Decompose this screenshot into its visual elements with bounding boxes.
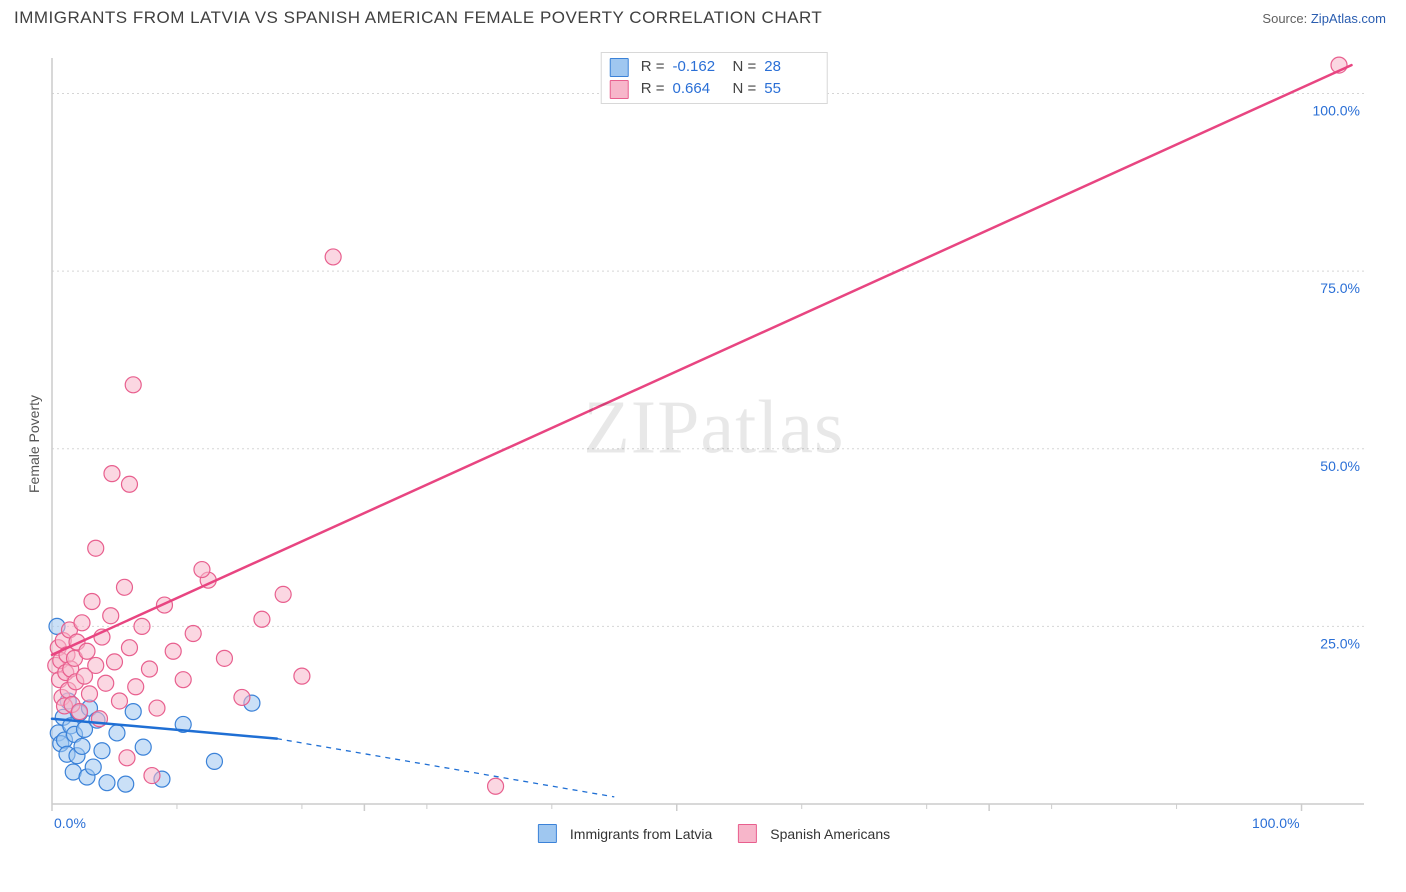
spanish-legend-label: Spanish Americans (770, 826, 890, 842)
legend-item-latvia: Immigrants from Latvia (538, 824, 712, 843)
R-label: R = (641, 78, 665, 100)
R-label: R = (641, 56, 665, 78)
svg-text:25.0%: 25.0% (1320, 635, 1360, 651)
spanish-R-value: 0.664 (673, 78, 727, 100)
latvia-N-value: 28 (764, 56, 818, 78)
svg-text:100.0%: 100.0% (1252, 815, 1299, 831)
stats-row-spanish: R = 0.664 N = 55 (610, 78, 819, 100)
source-link[interactable]: ZipAtlas.com (1311, 11, 1386, 26)
svg-text:50.0%: 50.0% (1320, 458, 1360, 474)
header-bar: IMMIGRANTS FROM LATVIA VS SPANISH AMERIC… (0, 0, 1406, 32)
latvia-R-value: -0.162 (673, 56, 727, 78)
spanish-swatch-icon (610, 80, 629, 99)
latvia-legend-label: Immigrants from Latvia (570, 826, 712, 842)
latvia-swatch-icon (610, 58, 629, 77)
spanish-swatch-icon (738, 824, 757, 843)
svg-text:0.0%: 0.0% (54, 815, 86, 831)
svg-text:100.0%: 100.0% (1313, 103, 1360, 119)
plot-region: Female Poverty 25.0%50.0%75.0%100.0%0.0%… (44, 48, 1384, 840)
tick-labels: 25.0% 50.0% 75.0% 100.0% 0.0% 100.0% (54, 103, 1360, 831)
spanish-N-value: 55 (764, 78, 818, 100)
y-axis-title: Female Poverty (26, 395, 42, 493)
legend-item-spanish: Spanish Americans (738, 824, 890, 843)
chart-title: IMMIGRANTS FROM LATVIA VS SPANISH AMERIC… (14, 8, 822, 28)
svg-text:75.0%: 75.0% (1320, 280, 1360, 296)
source-label: Source: (1262, 11, 1307, 26)
chart-svg: 25.0% 50.0% 75.0% 100.0% 0.0% 100.0% (44, 48, 1384, 840)
stats-row-latvia: R = -0.162 N = 28 (610, 56, 819, 78)
grid-layer (52, 94, 1364, 627)
latvia-swatch-icon (538, 824, 557, 843)
N-label: N = (733, 56, 757, 78)
source-attribution: Source: ZipAtlas.com (1262, 11, 1386, 26)
regression-lines (52, 65, 1352, 797)
series-legend: Immigrants from Latvia Spanish Americans (538, 824, 890, 843)
scatter-points (48, 57, 1347, 794)
N-label: N = (733, 78, 757, 100)
stats-legend: R = -0.162 N = 28 R = 0.664 N = 55 (601, 52, 828, 104)
